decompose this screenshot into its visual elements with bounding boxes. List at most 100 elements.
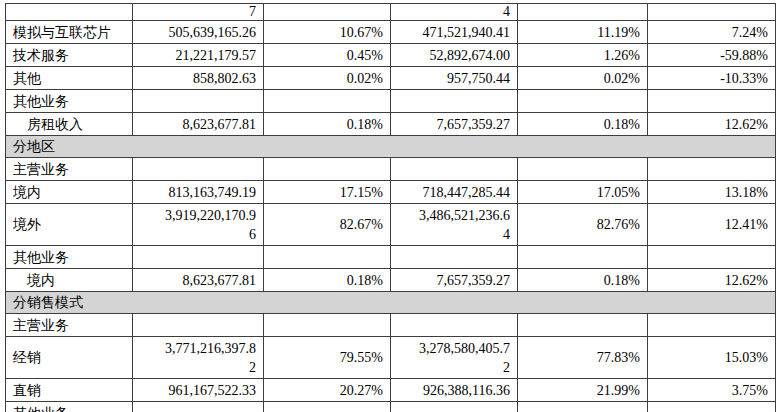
row-label: 主营业务 — [6, 314, 133, 337]
table-row: 房租收入8,623,677.810.18%7,657,359.270.18%12… — [6, 113, 776, 136]
cell-pct-prior: 82.76% — [518, 204, 648, 246]
row-label: 经销 — [6, 337, 133, 379]
cell-pct-current: 79.55% — [264, 337, 391, 379]
cell-pct-prior — [518, 90, 648, 113]
cell-amount-prior — [391, 314, 518, 337]
cell-amount-current: 961,167,522.33 — [133, 379, 264, 402]
cell-amount-current: 3,771,216,397.8 2 — [133, 337, 264, 379]
document-page: 74模拟与互联芯片505,639,165.2610.67%471,521,940… — [0, 0, 780, 412]
cell-amount-current: 8,623,677.81 — [133, 269, 264, 292]
table-row: 境内813,163,749.1917.15%718,447,285.4417.0… — [6, 181, 776, 204]
cell-pct-prior: 11.19% — [518, 21, 648, 44]
cell-yoy-change: 12.62% — [648, 113, 776, 136]
cell-pct-current — [264, 246, 391, 269]
cell-pct-prior — [518, 246, 648, 269]
cell-amount-current — [133, 402, 264, 412]
row-label: 直销 — [6, 379, 133, 402]
cell-amount-prior: 3,278,580,405.7 2 — [391, 337, 518, 379]
cell-yoy-change: 15.03% — [648, 337, 776, 379]
section-header-label: 分销售模式 — [6, 292, 776, 314]
cell-amount-prior — [391, 158, 518, 181]
cell-amount-prior — [391, 402, 518, 412]
cell-amount-prior — [391, 246, 518, 269]
table-row: 主营业务 — [6, 158, 776, 181]
section-header-row: 分销售模式 — [6, 292, 776, 314]
cell-pct-prior — [518, 158, 648, 181]
cell-yoy-change: 13.18% — [648, 181, 776, 204]
table-row: 其他858,802.630.02%957,750.440.02%-10.33% — [6, 67, 776, 90]
cell-pct-current: 82.67% — [264, 204, 391, 246]
row-label: 技术服务 — [6, 44, 133, 67]
cell-yoy-change — [648, 402, 776, 412]
cell-yoy-change — [648, 246, 776, 269]
cell-amount-current: 3,919,220,170.9 6 — [133, 204, 264, 246]
cell-yoy-change: -10.33% — [648, 67, 776, 90]
cell-yoy-change: 12.41% — [648, 204, 776, 246]
row-label: 其他业务 — [6, 402, 133, 412]
row-label: 境内 — [6, 181, 133, 204]
cell-pct-prior — [518, 402, 648, 412]
table-row: 技术服务21,221,179.570.45%52,892,674.001.26%… — [6, 44, 776, 67]
cell-pct-current: 10.67% — [264, 21, 391, 44]
cell-yoy-change: -59.88% — [648, 44, 776, 67]
cell-amount-current: 858,802.63 — [133, 67, 264, 90]
cell-amount-current: 813,163,749.19 — [133, 181, 264, 204]
cell-amount-prior: 4 — [391, 4, 518, 21]
row-label: 房租收入 — [6, 113, 133, 136]
cell-pct-current: 20.27% — [264, 379, 391, 402]
cell-amount-current: 505,639,165.26 — [133, 21, 264, 44]
cell-yoy-change — [648, 90, 776, 113]
cell-pct-current — [264, 90, 391, 113]
table-row: 境外3,919,220,170.9 682.67%3,486,521,236.6… — [6, 204, 776, 246]
cell-amount-prior: 52,892,674.00 — [391, 44, 518, 67]
cell-pct-prior: 0.18% — [518, 269, 648, 292]
cell-pct-current: 0.18% — [264, 113, 391, 136]
cell-yoy-change — [648, 314, 776, 337]
cell-yoy-change: 3.75% — [648, 379, 776, 402]
cell-amount-prior: 926,388,116.36 — [391, 379, 518, 402]
table-row: 经销3,771,216,397.8 279.55%3,278,580,405.7… — [6, 337, 776, 379]
row-label — [6, 4, 133, 21]
cell-pct-current: 0.45% — [264, 44, 391, 67]
row-label: 其他业务 — [6, 246, 133, 269]
table-row: 其他业务 — [6, 402, 776, 412]
table-row: 境内8,623,677.810.18%7,657,359.270.18%12.6… — [6, 269, 776, 292]
cell-amount-current: 7 — [133, 4, 264, 21]
row-label: 其他 — [6, 67, 133, 90]
table-row: 直销961,167,522.3320.27%926,388,116.3621.9… — [6, 379, 776, 402]
cell-pct-prior: 77.83% — [518, 337, 648, 379]
row-label: 其他业务 — [6, 90, 133, 113]
cell-amount-prior: 718,447,285.44 — [391, 181, 518, 204]
cell-pct-current — [264, 158, 391, 181]
cell-amount-prior: 3,486,521,236.6 4 — [391, 204, 518, 246]
cell-amount-current: 21,221,179.57 — [133, 44, 264, 67]
cell-yoy-change: 7.24% — [648, 21, 776, 44]
cell-pct-prior: 17.05% — [518, 181, 648, 204]
row-label: 境内 — [6, 269, 133, 292]
row-label: 主营业务 — [6, 158, 133, 181]
cell-pct-current: 0.18% — [264, 269, 391, 292]
cell-pct-prior — [518, 4, 648, 21]
table-row: 主营业务 — [6, 314, 776, 337]
revenue-breakdown-table: 74模拟与互联芯片505,639,165.2610.67%471,521,940… — [5, 3, 776, 412]
cell-pct-prior: 21.99% — [518, 379, 648, 402]
cell-pct-current — [264, 314, 391, 337]
cell-amount-current — [133, 314, 264, 337]
cell-pct-prior: 0.18% — [518, 113, 648, 136]
table-row: 其他业务 — [6, 246, 776, 269]
cell-amount-current — [133, 246, 264, 269]
table-row: 其他业务 — [6, 90, 776, 113]
cell-pct-prior: 0.02% — [518, 67, 648, 90]
cell-pct-current — [264, 402, 391, 412]
cell-pct-current: 0.02% — [264, 67, 391, 90]
cell-amount-prior — [391, 90, 518, 113]
cell-yoy-change: 12.62% — [648, 269, 776, 292]
cell-pct-prior: 1.26% — [518, 44, 648, 67]
cell-pct-prior — [518, 314, 648, 337]
cell-amount-prior: 7,657,359.27 — [391, 269, 518, 292]
cell-yoy-change — [648, 4, 776, 21]
cell-amount-prior: 7,657,359.27 — [391, 113, 518, 136]
cell-amount-current — [133, 90, 264, 113]
cell-amount-current — [133, 158, 264, 181]
section-header-label: 分地区 — [6, 136, 776, 158]
